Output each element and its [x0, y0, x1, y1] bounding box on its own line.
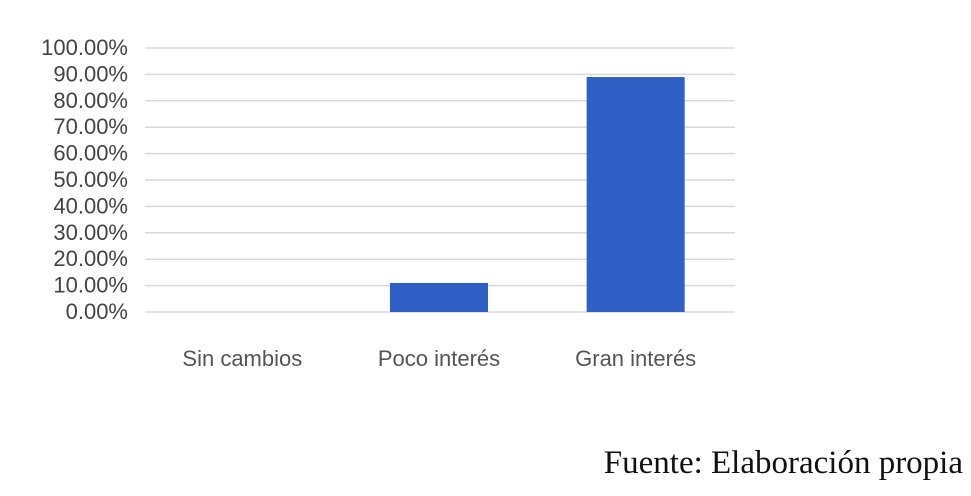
y-tick-label: 90.00%	[53, 61, 128, 86]
gridlines	[145, 47, 735, 313]
y-tick-label: 60.00%	[53, 141, 128, 166]
x-category-label: Gran interés	[575, 346, 696, 371]
y-tick-label: 50.00%	[53, 167, 128, 192]
bar	[390, 282, 488, 312]
y-axis-tick-labels: 0.00%10.00%20.00%30.00%40.00%50.00%60.00…	[41, 35, 128, 324]
y-tick-label: 80.00%	[53, 88, 128, 113]
x-category-label: Poco interés	[378, 346, 500, 371]
y-tick-label: 100.00%	[41, 35, 128, 60]
bars	[390, 77, 685, 312]
bar	[586, 77, 685, 312]
y-tick-label: 70.00%	[53, 114, 128, 139]
y-tick-label: 20.00%	[53, 246, 128, 271]
x-category-label: Sin cambios	[182, 346, 302, 371]
source-note: Fuente: Elaboración propia	[603, 445, 963, 481]
y-tick-label: 0.00%	[66, 299, 128, 324]
y-tick-label: 10.00%	[53, 273, 128, 298]
y-tick-label: 30.00%	[53, 220, 128, 245]
x-axis-category-labels: Sin cambios Poco interés Gran interés	[182, 346, 696, 371]
y-tick-label: 40.00%	[53, 193, 128, 218]
